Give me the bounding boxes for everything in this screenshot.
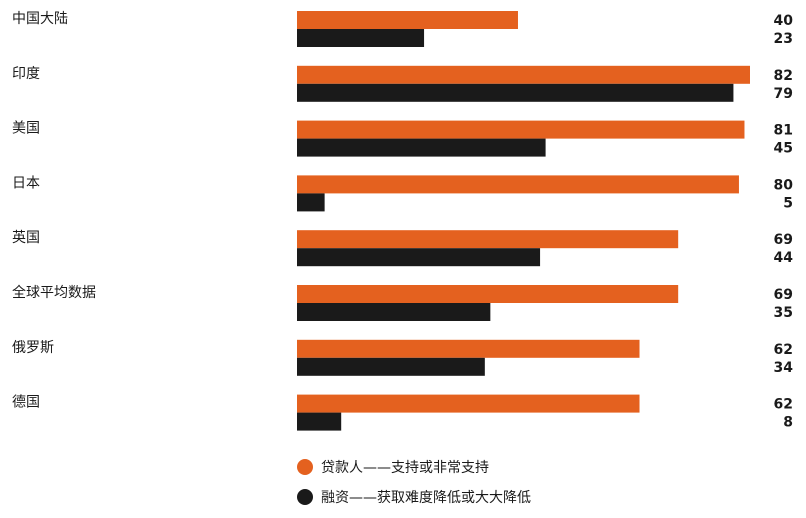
bar-finance: [297, 357, 485, 376]
legend-swatch-finance: [297, 489, 313, 505]
value-label-finance: 45: [774, 141, 793, 157]
bar-lender: [297, 11, 518, 29]
value-label-lender: 69: [774, 287, 793, 303]
value-label-finance: 35: [774, 305, 793, 321]
bar-lender: [297, 65, 750, 84]
value-label-finance: 79: [774, 86, 793, 102]
category-label: 德国: [12, 395, 40, 411]
bar-chart: 中国大陆 40 23 印度 82 79 美国 81 45 日本 80 5 英国 69 44 全球平均数据 69 3…: [12, 11, 794, 431]
bar-finance: [297, 193, 325, 212]
category-label: 英国: [12, 229, 40, 246]
bar-finance: [297, 29, 425, 47]
category-label: 中国大陆: [12, 11, 68, 27]
value-label-lender: 82: [774, 68, 793, 84]
bar-finance: [297, 248, 541, 267]
value-label-finance: 34: [774, 360, 794, 376]
bar-lender: [297, 339, 640, 358]
bar-lender: [297, 394, 640, 413]
value-label-lender: 81: [774, 123, 793, 139]
legend-swatch-lender: [297, 459, 313, 475]
value-label-finance: 8: [783, 415, 793, 431]
value-label-lender: 80: [774, 177, 794, 193]
category-label: 日本: [12, 175, 40, 191]
bar-lender: [297, 285, 679, 303]
category-label: 全球平均数据: [12, 284, 96, 301]
bar-finance: [297, 303, 491, 321]
bar-finance: [297, 83, 734, 102]
value-label-lender: 69: [774, 232, 793, 248]
value-label-lender: 62: [774, 342, 793, 358]
legend-label-lender: 贷款人——支持或非常支持: [321, 460, 489, 476]
bar-lender: [297, 175, 739, 194]
bar-finance: [297, 138, 546, 157]
legend-item-lender: 贷款人——支持或非常支持: [297, 458, 531, 476]
value-label-finance: 23: [774, 31, 793, 47]
legend-item-finance: 融资——获取难度降低或大大降低: [297, 488, 531, 506]
value-label-lender: 40: [774, 13, 794, 29]
value-label-finance: 5: [783, 195, 793, 211]
legend-label-finance: 融资——获取难度降低或大大降低: [321, 490, 531, 506]
value-label-lender: 62: [774, 397, 793, 413]
category-label: 印度: [12, 66, 40, 82]
category-label: 俄罗斯: [12, 340, 54, 356]
category-label: 美国: [12, 121, 40, 137]
legend: 贷款人——支持或非常支持 融资——获取难度降低或大大降低: [297, 458, 531, 518]
value-label-finance: 44: [774, 250, 794, 266]
bar-lender: [297, 120, 745, 139]
bar-finance: [297, 412, 342, 431]
bar-lender: [297, 230, 679, 249]
